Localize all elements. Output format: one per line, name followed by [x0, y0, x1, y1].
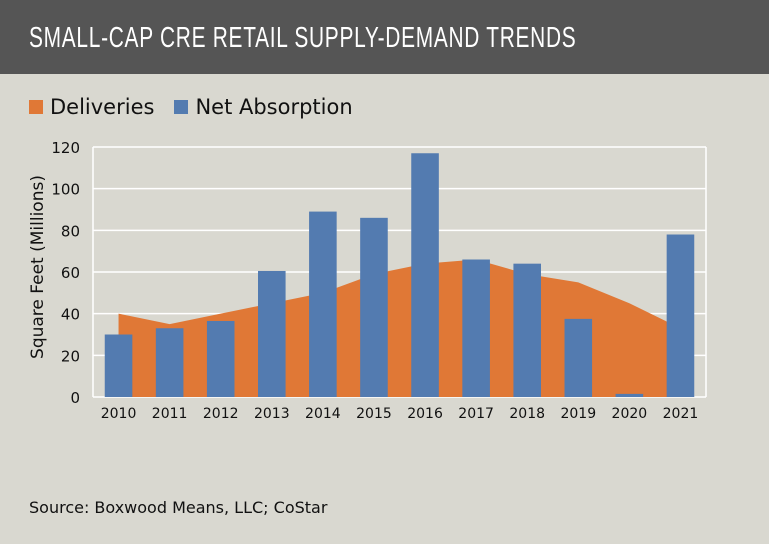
y-tick-label: 20 — [61, 347, 80, 365]
title-bar: SMALL-CAP CRE RETAIL SUPPLY-DEMAND TREND… — [0, 0, 769, 74]
bar-net-absorption-2020 — [615, 393, 644, 397]
y-tick-label: 60 — [61, 264, 80, 282]
area-deliveries — [118, 259, 681, 397]
bar-net-absorption-2010 — [104, 334, 133, 397]
bar-net-absorption-2018 — [513, 263, 542, 397]
legend-item-net-absorption: Net Absorption — [174, 95, 353, 119]
chart-title: SMALL-CAP CRE RETAIL SUPPLY-DEMAND TREND… — [29, 22, 577, 54]
y-tick-label: 0 — [70, 389, 80, 407]
x-tick-label: 2019 — [560, 406, 596, 422]
x-tick-label: 2017 — [458, 406, 494, 422]
x-tick-label: 2010 — [101, 406, 137, 422]
legend: Deliveries Net Absorption — [29, 95, 373, 119]
bar-net-absorption-2014 — [309, 211, 337, 397]
legend-item-deliveries: Deliveries — [29, 95, 154, 119]
bar-net-absorption-2012 — [206, 320, 235, 397]
bar-net-absorption-2011 — [155, 328, 184, 397]
legend-label-net-absorption: Net Absorption — [195, 95, 353, 119]
x-tick-label: 2011 — [152, 406, 188, 422]
bar-net-absorption-2016 — [411, 153, 439, 397]
x-tick-label: 2013 — [254, 406, 290, 422]
x-tick-label: 2020 — [612, 406, 648, 422]
legend-swatch-deliveries — [29, 100, 43, 114]
y-axis-label: Square Feet (Millions) — [28, 175, 48, 359]
bar-net-absorption-2021 — [666, 234, 695, 397]
x-tick-label: 2021 — [663, 406, 699, 422]
x-tick-label: 2015 — [356, 406, 392, 422]
source-note: Source: Boxwood Means, LLC; CoStar — [29, 498, 328, 517]
bar-net-absorption-2013 — [257, 270, 286, 397]
bar-net-absorption-2019 — [564, 318, 593, 397]
x-tick-label: 2012 — [203, 406, 239, 422]
y-tick-label: 100 — [51, 181, 80, 199]
y-tick-label: 80 — [61, 222, 80, 240]
bar-net-absorption-2015 — [360, 217, 388, 397]
x-tick-label: 2014 — [305, 406, 341, 422]
legend-swatch-net-absorption — [174, 100, 189, 114]
bar-net-absorption-2017 — [462, 259, 490, 397]
x-tick-label: 2016 — [407, 406, 443, 422]
legend-label-deliveries: Deliveries — [50, 95, 155, 119]
x-tick-label: 2018 — [509, 406, 545, 422]
y-tick-label: 40 — [61, 306, 80, 324]
y-tick-label: 120 — [51, 139, 80, 157]
